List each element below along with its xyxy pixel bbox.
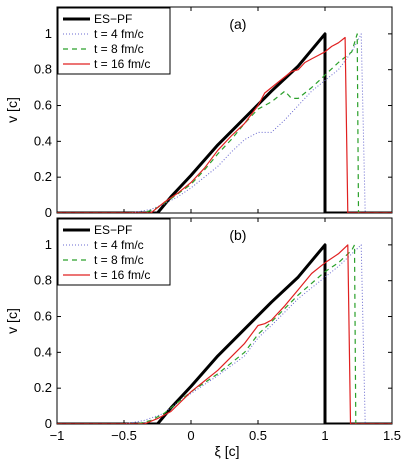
- y-tick-label: 0: [45, 416, 52, 431]
- x-tick-label: 1.5: [383, 428, 401, 443]
- legend-entry: t = 4 fm/c: [94, 238, 144, 252]
- y-axis-title: v [c]: [4, 308, 20, 334]
- legend-entry: ES−PF: [94, 12, 132, 26]
- y-tick-label: 0.6: [34, 309, 52, 324]
- y-tick-label: 1: [45, 237, 52, 252]
- x-axis-title: ξ [c]: [215, 443, 240, 459]
- y-tick-label: 0.2: [34, 169, 52, 184]
- panel-label: (b): [229, 227, 246, 243]
- series-line-1: [57, 33, 392, 213]
- x-tick-label: 1: [321, 428, 328, 443]
- y-axis-title: v [c]: [4, 97, 20, 123]
- panel-label: (a): [229, 16, 246, 32]
- y-tick-label: 0.4: [34, 344, 52, 359]
- x-tick-label: −1: [50, 428, 65, 443]
- legend-entry: t = 16 fm/c: [94, 57, 150, 71]
- y-tick-label: 0.8: [34, 273, 52, 288]
- legend-entry: t = 4 fm/c: [94, 27, 144, 41]
- y-tick-label: 1: [45, 26, 52, 41]
- legend-entry: ES−PF: [94, 223, 132, 237]
- axes-box: [56, 217, 393, 425]
- y-tick-label: 0.8: [34, 62, 52, 77]
- panel-a: 00.20.40.60.81v [c](a)ES−PFt = 4 fm/ct =…: [4, 6, 393, 220]
- x-tick-label: −0.5: [111, 428, 137, 443]
- y-tick-label: 0.4: [34, 133, 52, 148]
- legend-entry: t = 8 fm/c: [94, 253, 144, 267]
- series-line-3: [57, 244, 392, 424]
- series-group: [57, 32, 392, 213]
- legend-entry: t = 8 fm/c: [94, 42, 144, 56]
- panel-b: −1 −0.5 0 0.5 1 1.5 0 0.2 0.4 0.6 0.8 1 v [c] (b) ES−P…: [4, 217, 401, 443]
- series-line-3: [57, 36, 392, 213]
- axes-box: [56, 6, 393, 214]
- series-line-2: [57, 244, 392, 424]
- x-tick-label: 0: [187, 428, 194, 443]
- y-tick-label: 0: [45, 205, 52, 220]
- legend-entry: t = 16 fm/c: [94, 268, 150, 282]
- y-tick-label: 0.2: [34, 380, 52, 395]
- y-tick-label: 0.6: [34, 98, 52, 113]
- series-group: [57, 243, 392, 424]
- x-tick-label: 0.5: [249, 428, 267, 443]
